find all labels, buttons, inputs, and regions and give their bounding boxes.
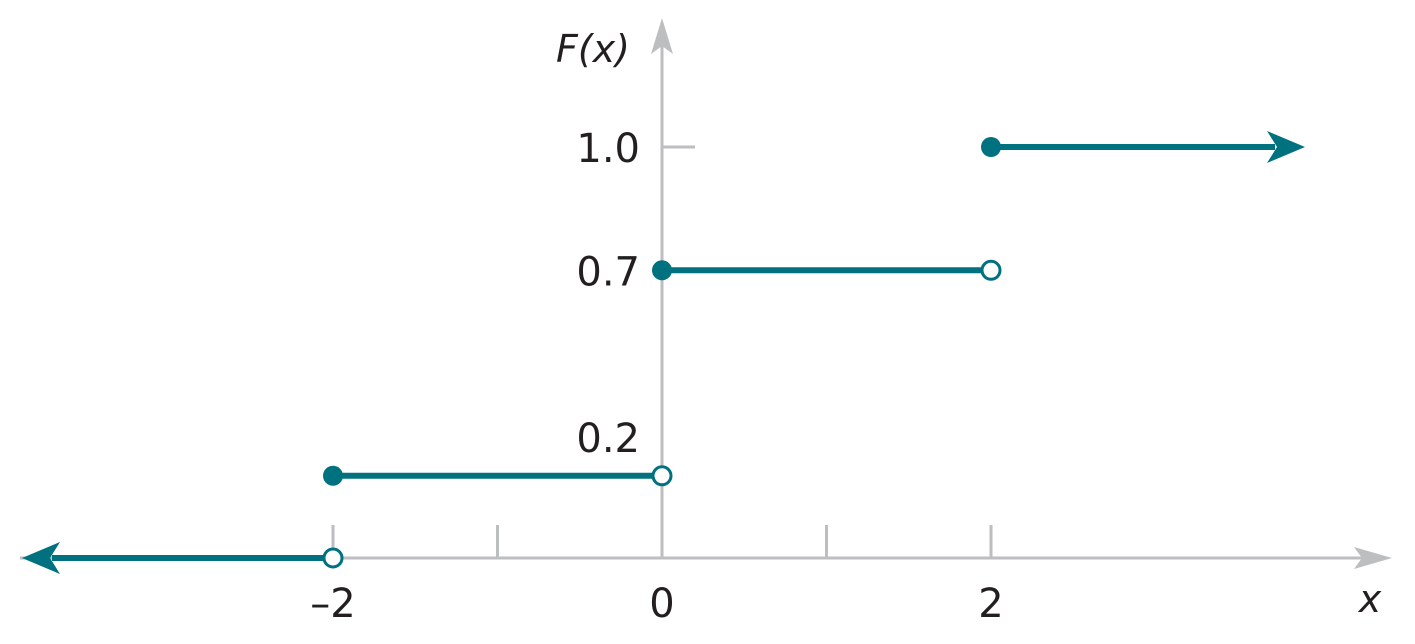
y-tick-label: 1.0 [576,126,640,172]
x-axis-arrowhead [1354,547,1392,569]
closed-endpoint [652,260,672,281]
labels: F(x) x –2 0 2 1.0 0.7 0.2 [310,27,1381,627]
arrowhead [1267,131,1305,163]
x-tick-label: –2 [310,581,355,627]
axes [20,18,1392,569]
x-axis-title: x [1358,577,1382,621]
y-axis-arrowhead [651,18,673,54]
y-axis-title: F(x) [556,27,630,71]
y-tick-label: 0.2 [576,416,640,462]
x-tick-label: 0 [649,581,674,627]
closed-endpoint [323,465,343,486]
y-tick-label: 0.7 [576,249,640,295]
open-endpoint [322,547,344,569]
open-endpoint [980,259,1002,281]
open-endpoint [651,465,673,487]
arrowhead [22,542,60,574]
closed-endpoint [981,137,1001,157]
cdf-series [22,131,1305,574]
x-tick-label: 2 [978,581,1003,627]
